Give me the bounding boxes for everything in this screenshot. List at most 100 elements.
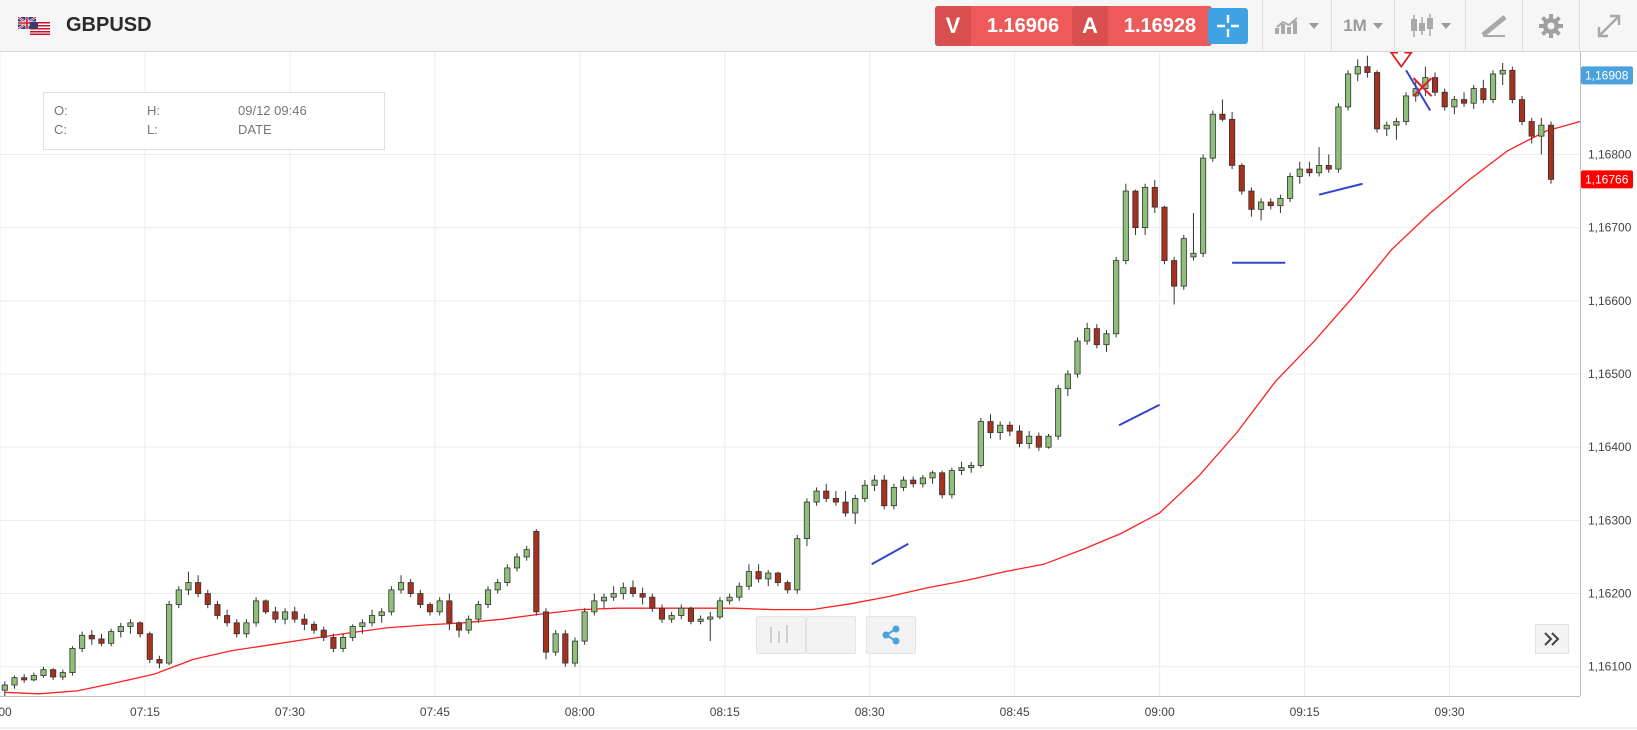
- candle: [852, 494, 859, 525]
- candle-body-down: [320, 629, 327, 638]
- timeframe-selector[interactable]: 1M: [1332, 0, 1394, 52]
- candle-body-up: [1122, 190, 1129, 261]
- candle: [291, 606, 298, 623]
- candle-body-up: [40, 669, 47, 676]
- buy-price-button[interactable]: A 1.16928: [1072, 6, 1212, 46]
- candle: [465, 615, 472, 634]
- candle: [1248, 187, 1255, 217]
- candle-body-down: [1016, 430, 1023, 444]
- candle: [127, 619, 134, 634]
- candle-style-button[interactable]: [1395, 0, 1465, 52]
- candle-body-up: [890, 487, 897, 507]
- candle-body-up: [852, 498, 859, 514]
- candle-body-up: [465, 618, 472, 631]
- last-price-tag-bg: [1581, 170, 1633, 189]
- chart-type-button[interactable]: [1263, 0, 1331, 52]
- settings-button[interactable]: [1523, 0, 1579, 52]
- candle: [504, 564, 511, 587]
- candle-body-up: [571, 640, 579, 664]
- scroll-to-latest-button[interactable]: [1535, 624, 1569, 654]
- candle: [1, 681, 8, 696]
- candle-body-down: [1325, 165, 1332, 170]
- candle: [320, 626, 327, 642]
- candle-body-down: [658, 607, 666, 620]
- candle-body-up: [79, 634, 86, 649]
- candle: [726, 593, 733, 605]
- candle: [542, 608, 550, 660]
- candle-body-up: [1383, 124, 1390, 130]
- candle: [185, 571, 192, 596]
- candle-body-up: [11, 677, 18, 686]
- candle-body-down: [88, 634, 95, 640]
- candle: [30, 672, 37, 682]
- indicator-button[interactable]: [756, 616, 806, 654]
- crosshair-button[interactable]: [1208, 8, 1248, 44]
- candle-body-up: [340, 637, 347, 649]
- share-button[interactable]: [866, 616, 916, 654]
- drawing-tool-button[interactable]: [1466, 0, 1522, 52]
- price-chart[interactable]: 1,16100 1,16200 1,16300 1,16400 1,16500 1,166…: [0, 52, 1637, 730]
- candle: [1345, 70, 1352, 111]
- candle: [117, 622, 124, 638]
- candle: [1480, 79, 1487, 104]
- candle: [581, 608, 588, 645]
- open-label: O:: [54, 103, 68, 118]
- moving-average-line: [4, 120, 1581, 695]
- candle-body-up: [1538, 124, 1545, 137]
- candle: [745, 564, 752, 590]
- trend-line: [1118, 403, 1161, 427]
- candle-body-down: [832, 498, 839, 503]
- toggle-button[interactable]: [806, 616, 856, 654]
- candle-body-down: [1364, 66, 1371, 73]
- fullscreen-button[interactable]: [1580, 0, 1637, 52]
- candle: [1267, 198, 1274, 210]
- candle: [40, 666, 47, 678]
- candle-body-up: [1470, 88, 1477, 104]
- x-marker: [1412, 77, 1433, 97]
- candle-body-down: [455, 622, 463, 631]
- candle: [1171, 256, 1178, 305]
- candle-body-up: [1, 684, 8, 691]
- candle: [1113, 256, 1120, 338]
- candle-body-up: [1402, 95, 1410, 122]
- candle-body-down: [301, 618, 308, 625]
- candle-body-down: [1035, 435, 1042, 448]
- candle: [1538, 117, 1545, 155]
- candle-body-up: [1354, 66, 1361, 75]
- y-tick-label: 1,16800: [1588, 147, 1632, 161]
- indicator-icon: [770, 625, 788, 643]
- candle-body-up: [475, 604, 482, 620]
- x-marker-stroke: [1412, 77, 1433, 97]
- candle: [224, 609, 231, 627]
- candle: [272, 606, 279, 623]
- candle-body-down: [987, 421, 994, 433]
- bid-price-tag-bg: [1581, 66, 1633, 85]
- candle: [784, 580, 791, 594]
- candle-body-up: [69, 648, 76, 673]
- sell-price-button[interactable]: V 1.16906: [935, 6, 1075, 46]
- candle-body-up: [581, 611, 588, 642]
- candle-body-down: [1161, 206, 1168, 261]
- candle: [939, 470, 946, 499]
- candle-body-down: [774, 572, 781, 583]
- candle-body-down: [272, 611, 279, 620]
- candle-body-up: [1489, 73, 1497, 100]
- candles: [1, 55, 1555, 696]
- candlestick-icon: [1411, 14, 1433, 37]
- candle: [639, 587, 646, 605]
- candle-body-down: [1460, 99, 1468, 104]
- candle-body-up: [378, 611, 385, 616]
- y-tick-label: 1,16300: [1588, 513, 1632, 527]
- candle-body-up: [1113, 260, 1120, 335]
- candle: [1132, 189, 1139, 235]
- candle-body-up: [1180, 238, 1187, 287]
- x-tick-label: 08:45: [1000, 705, 1030, 719]
- candle-body-up: [977, 421, 984, 466]
- trend-line: [1318, 182, 1363, 196]
- candle-body-up: [108, 631, 115, 644]
- y-tick-label: 1,16200: [1588, 587, 1632, 601]
- candle-body-up: [1258, 201, 1265, 210]
- candle-body-down: [1431, 77, 1439, 93]
- candle: [426, 602, 434, 616]
- candle: [861, 480, 868, 503]
